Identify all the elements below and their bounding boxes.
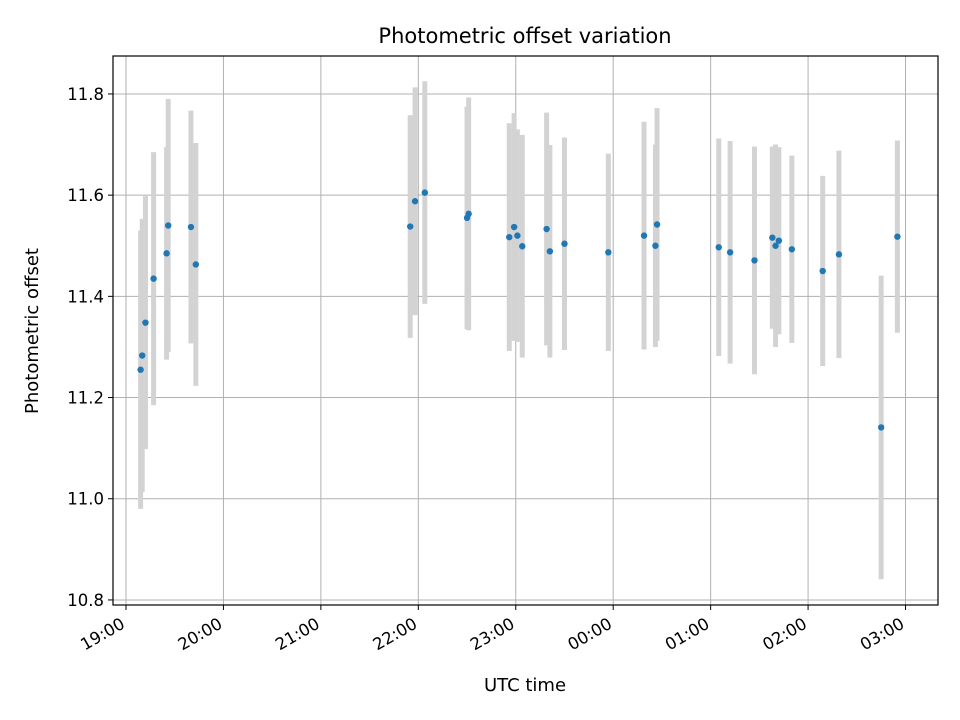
data-points (137, 189, 901, 431)
data-point (192, 261, 200, 268)
x-axis-label: UTC time (484, 675, 566, 696)
data-point (187, 223, 195, 231)
data-point (514, 232, 521, 239)
data-point (421, 189, 429, 196)
y-tick-label: 10.8 (67, 591, 104, 610)
data-point (142, 319, 149, 326)
plot-area-frame (112, 55, 939, 606)
data-point (835, 251, 843, 258)
y-tick-label: 11.0 (67, 490, 104, 509)
data-point (877, 424, 885, 431)
data-point (819, 267, 826, 275)
data-point (506, 233, 513, 241)
data-point (640, 232, 648, 239)
data-point (561, 240, 568, 247)
data-point (510, 223, 518, 231)
data-point (519, 243, 526, 250)
data-point (605, 249, 612, 256)
grid-lines (113, 56, 938, 605)
chart-title: Photometric offset variation (378, 24, 671, 48)
y-tick-label: 11.8 (67, 85, 104, 104)
y-tick-label: 11.2 (67, 389, 104, 408)
data-point (652, 242, 659, 249)
data-point (769, 234, 776, 241)
data-point (406, 223, 414, 230)
data-point (894, 233, 901, 240)
data-point (139, 352, 146, 359)
data-point (715, 244, 722, 251)
y-axis-label: Photometric offset (22, 248, 43, 414)
y-tick-label: 11.4 (67, 287, 104, 306)
data-point (543, 225, 550, 233)
data-point (772, 242, 779, 249)
data-point (546, 248, 554, 255)
y-tick-label: 11.6 (67, 186, 104, 205)
data-point (137, 366, 144, 373)
data-point (465, 210, 472, 218)
data-point (726, 249, 734, 256)
y-axis-ticks: 10.8 11.0 11.2 11.4 11.6 11.8 (67, 85, 113, 610)
data-point (751, 257, 758, 264)
data-point (163, 250, 170, 257)
data-point (150, 275, 157, 282)
data-point (165, 222, 172, 229)
data-point (775, 237, 783, 244)
data-point (411, 198, 419, 205)
data-point (788, 246, 796, 253)
data-point (653, 221, 661, 228)
